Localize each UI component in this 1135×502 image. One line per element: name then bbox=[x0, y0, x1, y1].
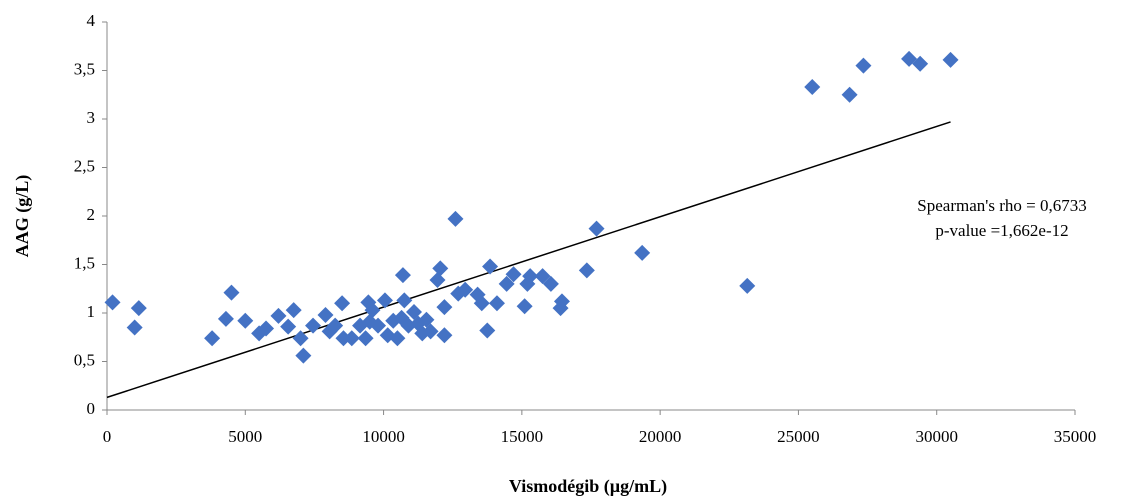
point bbox=[634, 244, 651, 261]
y-tick-label: 2,5 bbox=[74, 156, 95, 175]
point bbox=[479, 322, 496, 339]
point bbox=[258, 320, 275, 337]
trendline bbox=[106, 121, 951, 399]
point bbox=[522, 268, 539, 285]
point bbox=[317, 306, 334, 323]
x-axis-title: Vismodégib (µg/mL) bbox=[509, 476, 667, 497]
y-tick-label: 3 bbox=[87, 108, 96, 127]
point bbox=[473, 295, 490, 312]
annotation: p-value =1,662e-12 bbox=[935, 221, 1068, 240]
y-axis-title: AAG (g/L) bbox=[12, 175, 33, 258]
point bbox=[804, 78, 821, 95]
point bbox=[482, 258, 499, 275]
point bbox=[457, 281, 474, 298]
point bbox=[578, 262, 595, 279]
point bbox=[436, 327, 453, 344]
x-tick-label: 20000 bbox=[639, 427, 682, 446]
point bbox=[855, 57, 872, 74]
point bbox=[237, 312, 254, 329]
point bbox=[396, 292, 413, 309]
x-tick-label: 15000 bbox=[501, 427, 544, 446]
point bbox=[534, 268, 551, 285]
point bbox=[327, 317, 344, 334]
x-tick-label: 0 bbox=[103, 427, 112, 446]
point bbox=[505, 266, 522, 283]
point bbox=[553, 293, 570, 310]
point bbox=[280, 318, 297, 335]
y-tick-label: 4 bbox=[87, 11, 96, 30]
point bbox=[270, 307, 287, 324]
point bbox=[542, 275, 559, 292]
point bbox=[516, 298, 533, 315]
point bbox=[429, 272, 446, 289]
point bbox=[739, 277, 756, 294]
point bbox=[204, 330, 221, 347]
y-tick-label: 0 bbox=[87, 399, 96, 418]
point bbox=[217, 310, 234, 327]
x-tick-label: 35000 bbox=[1054, 427, 1097, 446]
point bbox=[588, 220, 605, 237]
point bbox=[285, 302, 302, 319]
point bbox=[912, 55, 929, 72]
point bbox=[370, 317, 387, 334]
x-tick-label: 5000 bbox=[228, 427, 262, 446]
point bbox=[841, 86, 858, 103]
y-tick-label: 1,5 bbox=[74, 253, 95, 272]
point bbox=[223, 284, 240, 301]
point bbox=[389, 330, 406, 347]
point bbox=[432, 260, 449, 277]
point bbox=[364, 302, 381, 319]
x-tick-label: 30000 bbox=[915, 427, 958, 446]
point bbox=[376, 292, 393, 309]
point bbox=[422, 323, 439, 340]
point bbox=[126, 319, 143, 336]
point bbox=[343, 330, 360, 347]
point bbox=[394, 267, 411, 284]
point bbox=[334, 295, 351, 312]
point bbox=[498, 275, 515, 292]
point bbox=[436, 299, 453, 316]
y-tick-label: 2 bbox=[87, 205, 96, 224]
y-tick-label: 0,5 bbox=[74, 350, 95, 369]
point bbox=[357, 330, 374, 347]
point bbox=[292, 330, 309, 347]
point bbox=[305, 317, 322, 334]
point bbox=[447, 210, 464, 227]
point bbox=[104, 294, 121, 311]
point bbox=[130, 300, 147, 317]
point bbox=[335, 330, 352, 347]
point bbox=[488, 295, 505, 312]
point bbox=[942, 51, 959, 68]
x-tick-label: 10000 bbox=[362, 427, 405, 446]
x-tick-label: 25000 bbox=[777, 427, 820, 446]
y-tick-label: 3,5 bbox=[74, 59, 95, 78]
annotation: Spearman's rho = 0,6733 bbox=[917, 196, 1086, 215]
y-tick-label: 1 bbox=[87, 302, 96, 321]
point bbox=[295, 347, 312, 364]
